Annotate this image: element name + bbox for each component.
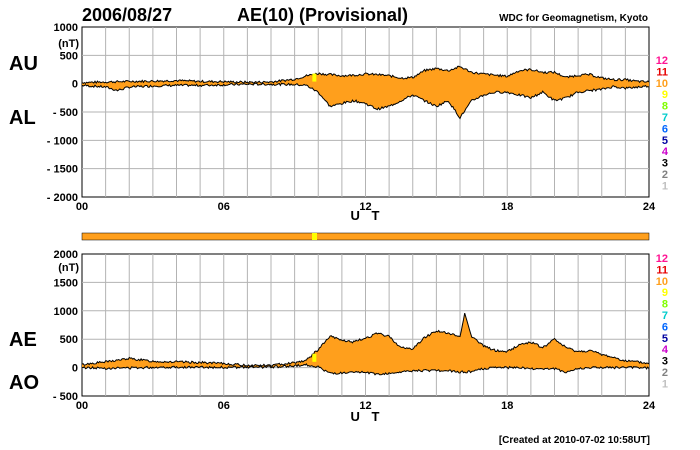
- station-count-label: 11: [656, 264, 668, 276]
- y-tick-label: 1000: [54, 306, 78, 318]
- y-tick-label: 2000: [54, 249, 78, 261]
- x-axis-label-bottom: U T: [351, 409, 384, 424]
- y-tick-label: - 1000: [47, 135, 78, 147]
- x-tick-label: 18: [501, 400, 513, 412]
- x-tick-label: 24: [643, 201, 656, 213]
- al-label: AL: [9, 107, 36, 129]
- station-count-label: 12: [656, 55, 668, 67]
- y-tick-label: - 500: [53, 391, 78, 403]
- station-count-label: 1: [662, 378, 668, 390]
- series-line-au: [81, 65, 650, 85]
- station-count-label: 3: [662, 356, 668, 368]
- station-count-label: 5: [662, 333, 668, 345]
- chart-title: AE(10) (Provisional): [237, 5, 408, 25]
- ao-label: AO: [9, 372, 39, 394]
- station-count-label: 7: [662, 112, 668, 124]
- y-tick-label: - 1500: [47, 164, 78, 176]
- station-count-label: 7: [662, 310, 668, 322]
- station-count-label: 4: [662, 146, 669, 158]
- station-count-label: 3: [662, 158, 668, 170]
- x-tick-label: 12: [359, 201, 371, 213]
- x-tick-label: 18: [501, 201, 513, 213]
- index-area: [82, 313, 649, 375]
- x-tick-label: 00: [76, 400, 88, 412]
- station-count-label: 4: [662, 344, 669, 356]
- station-change-marker: [312, 353, 317, 362]
- source-label: WDC for Geomagnetism, Kyoto: [499, 13, 648, 24]
- y-tick-label: 0: [72, 363, 78, 375]
- created-timestamp: [Created at 2010-07-02 10:58UT]: [499, 435, 650, 446]
- station-count-label: 2: [662, 169, 668, 181]
- y-tick-label: 500: [60, 50, 78, 62]
- y-tick-label: - 500: [53, 107, 78, 119]
- y-tick-label: 0: [72, 79, 78, 91]
- station-count-label: 11: [656, 66, 668, 78]
- x-axis-label-top: U T: [351, 208, 384, 223]
- station-count-label: 10: [656, 276, 668, 288]
- station-count-label: 12: [656, 253, 668, 265]
- y-tick-label: - 2000: [47, 192, 78, 204]
- y-tick-label: 500: [60, 334, 78, 346]
- series-line-ao: [81, 363, 650, 376]
- station-count-label: 2: [662, 367, 668, 379]
- station-count-label: 1: [662, 180, 668, 192]
- unit-label-bottom: (nT): [58, 262, 79, 274]
- y-tick-label: 1000: [54, 22, 78, 34]
- station-count-label: 6: [662, 123, 668, 135]
- station-count-label: 5: [662, 135, 668, 147]
- station-count-label: 10: [656, 78, 668, 90]
- station-count-label: 8: [662, 299, 668, 311]
- x-tick-label: 24: [643, 400, 656, 412]
- series-line-ae: [81, 312, 650, 368]
- au-label: AU: [9, 53, 38, 75]
- au-al-panel: (nT) AU AL U T 1000 500 0 - 500 - 1000 - 1500…: [9, 22, 656, 223]
- y-tick-label: 1500: [54, 277, 78, 289]
- station-change-marker: [312, 73, 317, 82]
- series-line-al: [81, 82, 650, 120]
- index-area: [82, 66, 649, 119]
- date-title: 2006/08/27: [82, 5, 172, 25]
- x-tick-label: 00: [76, 201, 88, 213]
- ae-label: AE: [9, 329, 37, 351]
- unit-label-top: (nT): [58, 38, 79, 50]
- station-band-highlight: [312, 233, 317, 240]
- station-count-label: 6: [662, 321, 668, 333]
- station-band: [81, 232, 650, 241]
- x-tick-label: 06: [218, 400, 230, 412]
- station-count-label: 9: [662, 287, 668, 299]
- x-tick-label: 06: [218, 201, 230, 213]
- x-tick-label: 12: [359, 400, 371, 412]
- station-count-label: 8: [662, 101, 668, 113]
- station-count-label: 9: [662, 89, 668, 101]
